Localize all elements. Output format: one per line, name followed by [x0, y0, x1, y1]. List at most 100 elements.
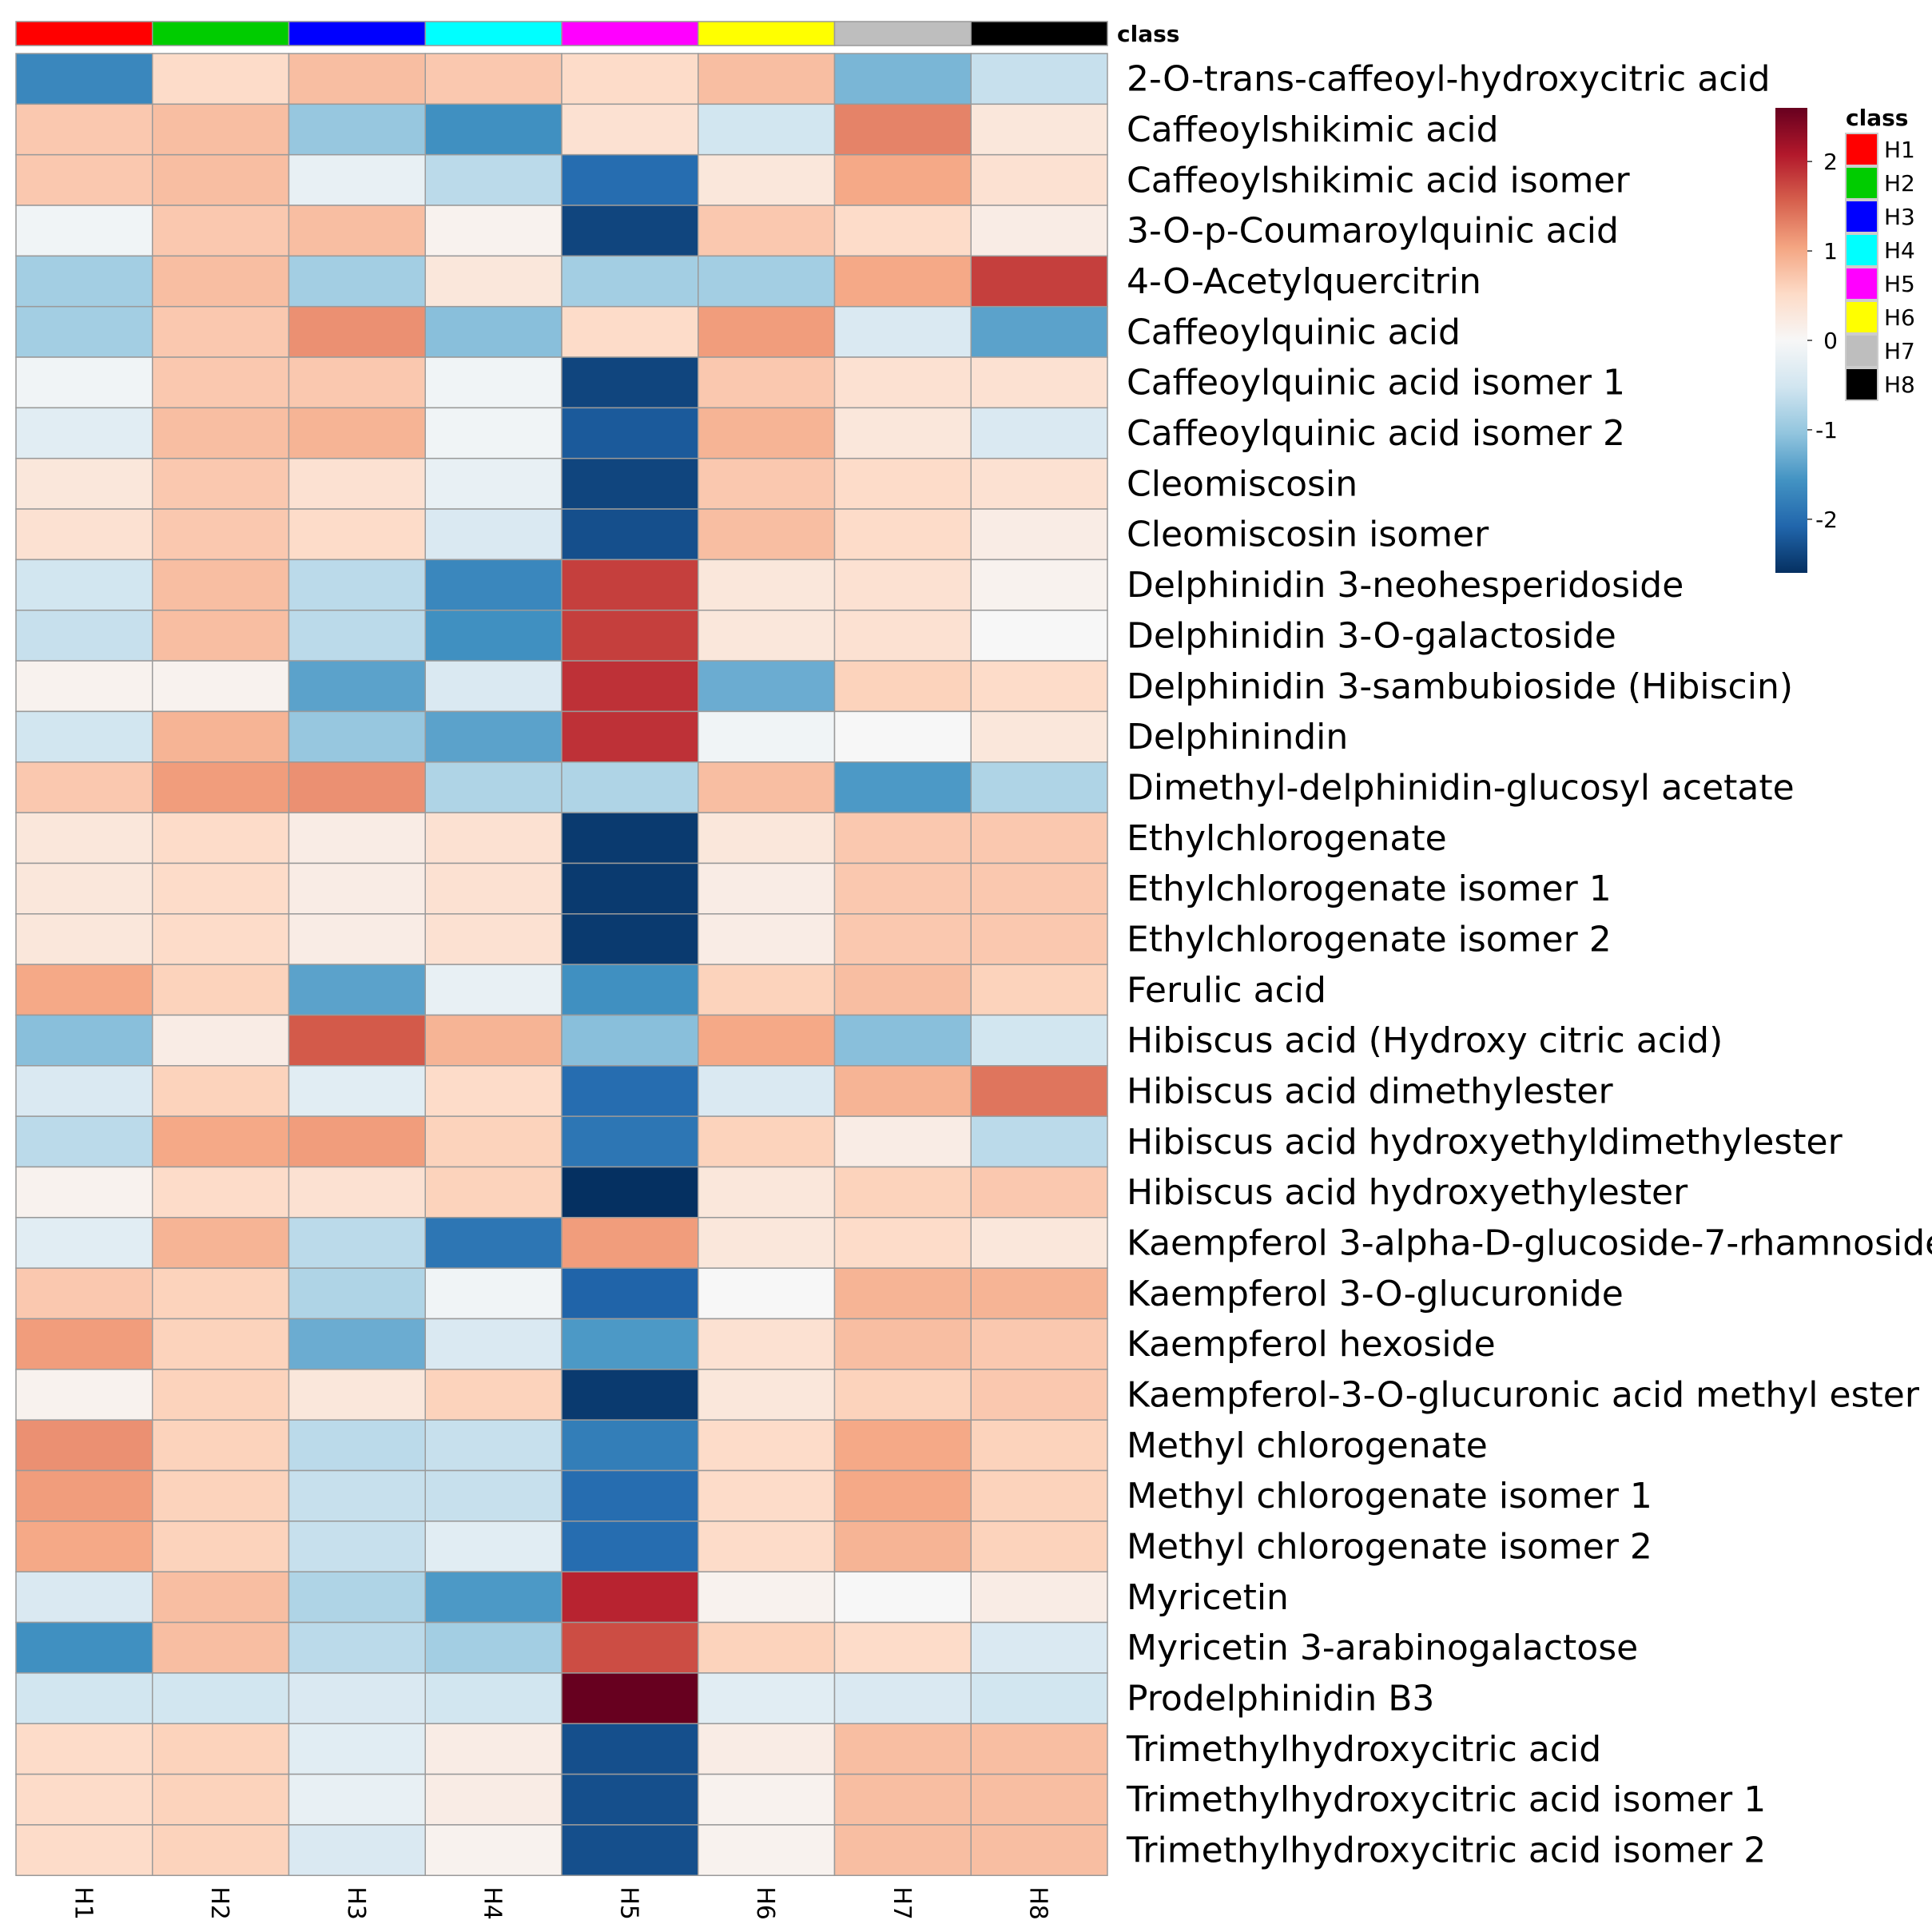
heatmap-cell	[561, 761, 699, 813]
heatmap-cell	[15, 1419, 153, 1472]
heatmap-cell	[970, 1773, 1108, 1826]
heatmap-cell	[833, 660, 972, 713]
heatmap-cell	[15, 1318, 153, 1370]
heatmap-cell	[561, 1824, 699, 1876]
heatmap-cell	[833, 305, 972, 358]
heatmap-cell	[424, 1267, 563, 1320]
row-label: Kaempferol 3-O-glucuronide	[1127, 1274, 1624, 1314]
heatmap-cell	[424, 964, 563, 1016]
row-label: Delphinidin 3-sambubioside (Hibiscin)	[1127, 666, 1793, 707]
heatmap-cell	[152, 407, 290, 459]
heatmap-cell	[15, 1115, 153, 1168]
legend-label: H3	[1884, 204, 1915, 230]
heatmap-cell	[424, 1065, 563, 1117]
heatmap-cell	[970, 103, 1108, 156]
class-swatch-h8	[970, 21, 1108, 46]
heatmap-cell	[970, 710, 1108, 763]
row-label: Ethylchlorogenate isomer 1	[1127, 869, 1612, 909]
legend-swatch	[1845, 368, 1878, 401]
heatmap-cell	[698, 1014, 836, 1067]
heatmap-cell	[833, 761, 972, 813]
heatmap-cell	[424, 457, 563, 510]
heatmap-cell	[561, 1521, 699, 1572]
heatmap-cell	[288, 305, 426, 358]
heatmap-cell	[970, 1115, 1108, 1168]
heatmap-cell	[288, 660, 426, 713]
heatmap-cell	[152, 1621, 290, 1674]
heatmap-cell	[561, 609, 699, 662]
heatmap-cell	[15, 559, 153, 611]
heatmap-cell	[970, 1318, 1108, 1370]
heatmap-cell	[288, 812, 426, 865]
heatmap-cell	[833, 1065, 972, 1117]
heatmap-cell	[561, 255, 699, 308]
heatmap-cell	[288, 153, 426, 206]
heatmap-cell	[288, 1115, 426, 1168]
heatmap-cell	[152, 1521, 290, 1572]
heatmap-cell	[970, 1571, 1108, 1624]
heatmap-cell	[833, 862, 972, 915]
heatmap-cell	[424, 710, 563, 763]
heatmap-cell	[15, 1571, 153, 1624]
column-label: H7	[888, 1886, 916, 1920]
row-label: Methyl chlorogenate	[1127, 1425, 1488, 1466]
row-label: Trimethylhydroxycitric acid isomer 1	[1126, 1779, 1766, 1820]
heatmap-cell	[288, 1621, 426, 1674]
heatmap-cell	[424, 1318, 563, 1370]
row-label: Trimethylhydroxycitric acid isomer 2	[1126, 1831, 1766, 1871]
heatmap-cell	[561, 1773, 699, 1826]
heatmap-cell	[561, 1672, 699, 1724]
row-label: Prodelphinidin B3	[1127, 1679, 1434, 1719]
heatmap-cell	[698, 1217, 836, 1269]
heatmap-cell	[15, 1824, 153, 1876]
heatmap-cell	[833, 1217, 972, 1269]
heatmap-cell	[15, 761, 153, 813]
row-label: Caffeoylquinic acid isomer 2	[1127, 413, 1625, 454]
heatmap-cell	[152, 1824, 290, 1876]
heatmap-cell	[561, 1571, 699, 1624]
heatmap-cell	[15, 1773, 153, 1826]
heatmap-cell	[424, 255, 563, 308]
heatmap-cell	[833, 964, 972, 1016]
heatmap-cell	[970, 1217, 1108, 1269]
heatmap-cell	[698, 559, 836, 611]
row-label: Myricetin	[1127, 1577, 1289, 1618]
class-annotation-bar	[15, 21, 1108, 46]
legend-label: H2	[1884, 170, 1915, 197]
heatmap-cell	[698, 1369, 836, 1421]
row-label: Cleomiscosin	[1127, 463, 1358, 504]
row-label: Dimethyl-delphinidin-glucosyl acetate	[1127, 767, 1795, 808]
heatmap-cell	[15, 964, 153, 1016]
heatmap-cell	[833, 1014, 972, 1067]
heatmap-cell	[15, 1723, 153, 1775]
heatmap-cell	[15, 862, 153, 915]
heatmap-cell	[424, 1217, 563, 1269]
row-label: Trimethylhydroxycitric acid	[1126, 1729, 1601, 1770]
heatmap-cell	[698, 457, 836, 510]
legend-swatch	[1845, 334, 1878, 368]
heatmap-cell	[288, 1014, 426, 1067]
heatmap-cell	[424, 1723, 563, 1775]
class-swatch-h2	[152, 21, 290, 46]
heatmap-cell	[970, 407, 1108, 459]
heatmap-cell	[561, 964, 699, 1016]
heatmap-cell	[698, 305, 836, 358]
heatmap-cell	[152, 103, 290, 156]
heatmap-cell	[833, 103, 972, 156]
heatmap-cell	[833, 1318, 972, 1370]
heatmap-cell	[424, 1773, 563, 1826]
heatmap-cell	[561, 1469, 699, 1522]
class-swatch-h3	[288, 21, 426, 46]
column-label: H5	[614, 1886, 642, 1920]
heatmap-cell	[970, 1469, 1108, 1522]
heatmap-cell	[698, 1318, 836, 1370]
heatmap-cell	[970, 255, 1108, 308]
heatmap-cell	[152, 53, 290, 105]
heatmap-cell	[288, 1571, 426, 1624]
heatmap-cell	[561, 457, 699, 510]
row-label: Cleomiscosin isomer	[1127, 515, 1489, 555]
heatmap-cell	[561, 205, 699, 257]
heatmap-cell	[833, 1773, 972, 1826]
row-label: Ethylchlorogenate	[1127, 818, 1447, 859]
heatmap-cell	[833, 1521, 972, 1572]
